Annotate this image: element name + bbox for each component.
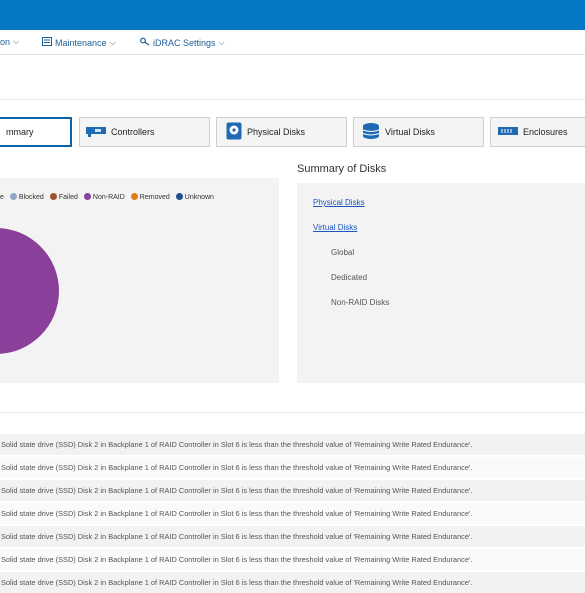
nav-item-partial[interactable]: on ⌵: [0, 37, 19, 47]
tab-physical-disks-label: Physical Disks: [247, 127, 306, 137]
legend-swatch: [175, 193, 183, 200]
legend-item: e: [0, 194, 4, 201]
chart-legend: e Blocked Failed Non-RAID Removed Unknow…: [0, 193, 214, 201]
chevron-down-icon: ⌵: [109, 37, 116, 47]
chevron-down-icon: ⌵: [218, 37, 225, 47]
log-row[interactable]: Solid state drive (SSD) Disk 2 in Backpl…: [0, 526, 585, 547]
global-label: Global: [331, 248, 355, 257]
legend-label: e: [0, 193, 4, 201]
main-nav: on ⌵ Maintenance ⌵ iDRAC Settings ⌵: [0, 30, 585, 55]
legend-item: Blocked: [9, 193, 44, 201]
nav-item-maintenance-label: Maintenance: [55, 37, 107, 48]
legend-swatch: [83, 193, 91, 200]
disk-status-pie-chart: [0, 228, 59, 354]
non-raid-disks-label: Non-RAID Disks: [331, 298, 390, 307]
divider: [0, 99, 585, 100]
nav-item-idrac-settings[interactable]: iDRAC Settings ⌵: [140, 37, 225, 48]
legend-item: Removed: [130, 193, 170, 201]
virtual-disk-icon: [362, 122, 380, 142]
tab-controllers[interactable]: Controllers: [79, 117, 210, 147]
legend-swatch: [9, 193, 17, 200]
log-row[interactable]: Solid state drive (SSD) Disk 2 in Backpl…: [0, 503, 585, 524]
legend-label: Failed: [58, 194, 78, 201]
nav-item-partial-label: on: [0, 37, 11, 47]
tab-enclosures[interactable]: Enclosures: [490, 117, 585, 147]
log-row[interactable]: Solid state drive (SSD) Disk 2 in Backpl…: [0, 549, 585, 570]
legend-item: Unknown: [175, 193, 214, 201]
virtual-disks-link[interactable]: Virtual Disks: [313, 223, 358, 232]
legend-item: Non-RAID: [83, 193, 125, 201]
legend-label: Unknown: [184, 194, 214, 201]
legend-swatch: [49, 193, 57, 200]
tab-virtual-disks[interactable]: Virtual Disks: [353, 117, 484, 147]
pie-slice-non-raid: [0, 228, 59, 354]
log-row[interactable]: Solid state drive (SSD) Disk 2 in Backpl…: [0, 572, 585, 593]
tab-physical-disks[interactable]: Physical Disks: [216, 117, 347, 147]
summary-of-disks-panel: [297, 183, 585, 383]
physical-disk-icon: [226, 122, 242, 142]
enclosure-icon: [498, 127, 518, 137]
tab-summary-label: mmary: [6, 127, 34, 137]
controller-icon: [86, 125, 106, 139]
log-row[interactable]: Solid state drive (SSD) Disk 2 in Backpl…: [0, 480, 585, 501]
divider: [0, 412, 585, 413]
legend-label: Non-RAID: [92, 194, 125, 201]
top-header-bar: [0, 0, 585, 30]
nav-item-idrac-settings-label: iDRAC Settings: [153, 37, 216, 48]
legend-label: Blocked: [18, 194, 44, 201]
log-row[interactable]: Solid state drive (SSD) Disk 2 in Backpl…: [0, 434, 585, 455]
log-row[interactable]: Solid state drive (SSD) Disk 2 in Backpl…: [0, 457, 585, 478]
tab-summary[interactable]: mmary: [0, 117, 72, 147]
physical-disks-link[interactable]: Physical Disks: [313, 198, 365, 207]
tab-controllers-label: Controllers: [111, 127, 155, 137]
dedicated-label: Dedicated: [331, 273, 368, 282]
legend-swatch: [130, 193, 138, 200]
chevron-down-icon: ⌵: [13, 37, 20, 46]
settings-key-icon: [140, 37, 150, 48]
tab-virtual-disks-label: Virtual Disks: [385, 127, 435, 137]
maintenance-icon: [42, 37, 52, 48]
tab-enclosures-label: Enclosures: [523, 127, 568, 137]
nav-item-maintenance[interactable]: Maintenance ⌵: [42, 37, 116, 48]
legend-label: Removed: [139, 194, 170, 201]
legend-item: Failed: [49, 193, 78, 201]
summary-of-disks-title: Summary of Disks: [297, 163, 387, 175]
